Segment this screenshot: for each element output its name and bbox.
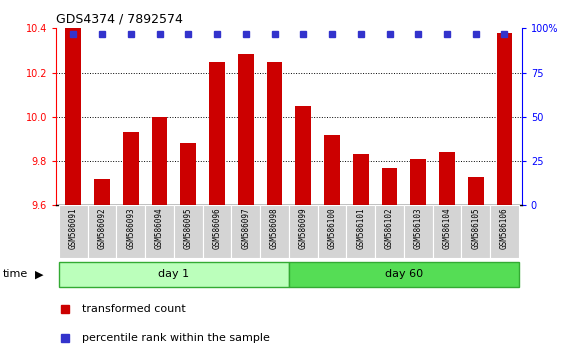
Bar (59, 262, 289, 287)
Bar (117, 205, 145, 258)
Bar (490, 205, 519, 258)
Text: GSM586101: GSM586101 (356, 207, 365, 249)
Text: GDS4374 / 7892574: GDS4374 / 7892574 (56, 13, 183, 26)
Bar (88, 205, 117, 258)
Bar (468, 177, 484, 205)
Bar (151, 117, 168, 205)
Text: GSM586099: GSM586099 (299, 207, 308, 249)
Text: ▶: ▶ (35, 269, 43, 279)
Bar (375, 205, 404, 258)
Bar (209, 62, 225, 205)
Bar (496, 33, 512, 205)
Bar (181, 143, 196, 205)
Bar (404, 205, 433, 258)
Bar (296, 106, 311, 205)
Bar (59, 205, 88, 258)
Bar (238, 54, 254, 205)
Text: percentile rank within the sample: percentile rank within the sample (82, 333, 270, 343)
Bar (461, 205, 490, 258)
Bar (266, 62, 282, 205)
Text: transformed count: transformed count (82, 304, 186, 314)
Text: GSM586102: GSM586102 (385, 207, 394, 249)
Text: GSM586092: GSM586092 (98, 207, 107, 249)
Bar (289, 205, 318, 258)
Text: GSM586106: GSM586106 (500, 207, 509, 249)
Bar (353, 154, 369, 205)
Bar (318, 205, 346, 258)
Bar (123, 132, 139, 205)
Text: GSM586097: GSM586097 (241, 207, 250, 249)
Text: GSM586098: GSM586098 (270, 207, 279, 249)
Bar (94, 179, 110, 205)
Bar (346, 205, 375, 258)
Bar (410, 159, 426, 205)
Text: day 1: day 1 (158, 269, 190, 279)
Bar (174, 205, 203, 258)
Text: GSM586096: GSM586096 (213, 207, 222, 249)
Text: GSM586094: GSM586094 (155, 207, 164, 249)
Text: GSM586091: GSM586091 (69, 207, 78, 249)
Bar (433, 205, 461, 258)
Text: day 60: day 60 (385, 269, 423, 279)
Text: GSM586103: GSM586103 (414, 207, 423, 249)
Bar (324, 135, 340, 205)
Text: time: time (3, 269, 28, 279)
Text: GSM586093: GSM586093 (126, 207, 135, 249)
Bar (145, 205, 174, 258)
Bar (232, 205, 260, 258)
Bar (66, 0, 81, 205)
Text: GSM586100: GSM586100 (328, 207, 337, 249)
Bar (260, 205, 289, 258)
Text: GSM586095: GSM586095 (184, 207, 193, 249)
Bar (289, 262, 519, 287)
Text: GSM586104: GSM586104 (443, 207, 452, 249)
Text: GSM586105: GSM586105 (471, 207, 480, 249)
Bar (203, 205, 232, 258)
Bar (439, 152, 455, 205)
Bar (381, 168, 397, 205)
